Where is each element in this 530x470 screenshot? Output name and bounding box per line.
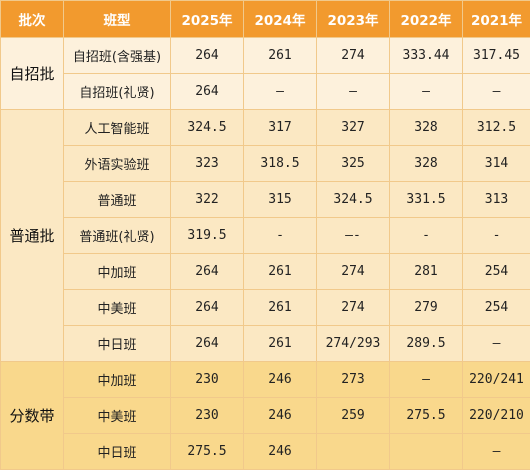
score-cell: 315 [244,182,317,218]
score-cell: – [317,74,390,110]
score-cell: – [244,74,317,110]
class-cell: 中加班 [64,362,171,398]
score-cell: 312.5 [463,110,530,146]
header-year-2021: 2021年 [463,1,530,38]
table-row: 普通班 322 315 324.5 331.5 313 [1,182,530,218]
score-cell: 246 [244,398,317,434]
score-cell: 333.44 [390,38,463,74]
class-cell: 中日班 [64,434,171,470]
score-cell: 318.5 [244,146,317,182]
score-cell: 274 [317,254,390,290]
table-header: 批次 班型 2025年 2024年 2023年 2022年 2021年 [1,1,530,38]
score-cell: 289.5 [390,326,463,362]
batch-cell-zizhao: 自招批 [1,38,64,110]
table-row: 分数带 中加班 230 246 273 – 220/241 [1,362,530,398]
score-cell: 220/210 [463,398,530,434]
header-year-2022: 2022年 [390,1,463,38]
score-cell: 273 [317,362,390,398]
table-row: 自招班(礼贤) 264 – – – – [1,74,530,110]
score-cell: 317.45 [463,38,530,74]
score-cell: – [390,362,463,398]
header-row: 批次 班型 2025年 2024年 2023年 2022年 2021年 [1,1,530,38]
batch-cell-putong: 普通批 [1,110,64,362]
score-cell: 324.5 [171,110,244,146]
score-cell: 261 [244,38,317,74]
score-cell: 274/293 [317,326,390,362]
batch-cell-fenshudai: 分数带 [1,362,64,470]
score-cell: 264 [171,74,244,110]
class-cell: 普通班(礼贤) [64,218,171,254]
score-cell: 274 [317,38,390,74]
header-batch: 批次 [1,1,64,38]
score-cell: 325 [317,146,390,182]
score-cell: 264 [171,290,244,326]
class-cell: 人工智能班 [64,110,171,146]
score-cell: 323 [171,146,244,182]
table-row: 普通班(礼贤) 319.5 - —- - - [1,218,530,254]
score-cell: 259 [317,398,390,434]
score-cell: 317 [244,110,317,146]
class-cell: 中美班 [64,398,171,434]
score-cell: – [463,434,530,470]
score-cell: - [244,218,317,254]
score-cell: 322 [171,182,244,218]
score-cell: 261 [244,290,317,326]
table-row: 中加班 264 261 274 281 254 [1,254,530,290]
table-body: 自招批 自招班(含强基) 264 261 274 333.44 317.45 自… [1,38,530,470]
header-year-2024: 2024年 [244,1,317,38]
score-cell: 279 [390,290,463,326]
score-cell: 261 [244,326,317,362]
class-cell: 普通班 [64,182,171,218]
score-cell: 319.5 [171,218,244,254]
score-cell: 264 [171,38,244,74]
score-cell: 274 [317,290,390,326]
table-row: 自招批 自招班(含强基) 264 261 274 333.44 317.45 [1,38,530,74]
score-cell: 264 [171,254,244,290]
table-row: 外语实验班 323 318.5 325 328 314 [1,146,530,182]
table-row: 中美班 264 261 274 279 254 [1,290,530,326]
score-cell: 230 [171,362,244,398]
score-cell: 328 [390,110,463,146]
score-cell: 324.5 [317,182,390,218]
score-cell: —- [317,218,390,254]
score-cell: 328 [390,146,463,182]
score-cell: 264 [171,326,244,362]
class-cell: 中加班 [64,254,171,290]
class-cell: 中日班 [64,326,171,362]
score-cell: 230 [171,398,244,434]
score-cell: 314 [463,146,530,182]
score-cell: 331.5 [390,182,463,218]
score-cell [390,434,463,470]
header-class-type: 班型 [64,1,171,38]
table-row: 中日班 264 261 274/293 289.5 — [1,326,530,362]
table-row: 普通批 人工智能班 324.5 317 327 328 312.5 [1,110,530,146]
class-cell: 自招班(礼贤) [64,74,171,110]
score-cell: - [390,218,463,254]
score-cell: — [463,326,530,362]
score-cell: 254 [463,290,530,326]
header-year-2023: 2023年 [317,1,390,38]
table-row: 中美班 230 246 259 275.5 220/210 [1,398,530,434]
score-cell: 254 [463,254,530,290]
score-cell: 313 [463,182,530,218]
score-cell: - [463,218,530,254]
score-cell [317,434,390,470]
score-cell: 327 [317,110,390,146]
score-cell: 220/241 [463,362,530,398]
table-row: 中日班 275.5 246 – [1,434,530,470]
score-cell: 275.5 [171,434,244,470]
score-cell: 281 [390,254,463,290]
score-cell: – [463,74,530,110]
class-cell: 外语实验班 [64,146,171,182]
score-cell: 275.5 [390,398,463,434]
score-cell: 261 [244,254,317,290]
score-cell: 246 [244,362,317,398]
score-cell: – [390,74,463,110]
class-cell: 中美班 [64,290,171,326]
score-cell: 246 [244,434,317,470]
header-year-2025: 2025年 [171,1,244,38]
class-cell: 自招班(含强基) [64,38,171,74]
